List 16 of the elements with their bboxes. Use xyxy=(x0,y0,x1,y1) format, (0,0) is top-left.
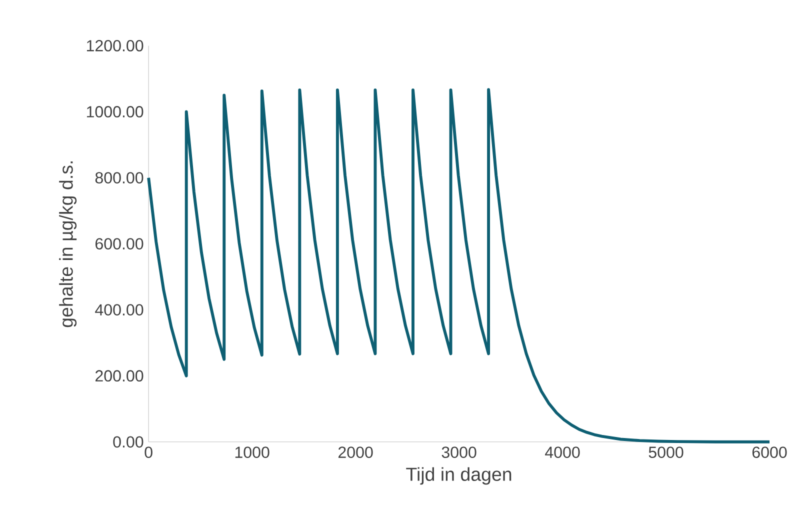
x-axis-title: Tijd in dagen xyxy=(406,467,512,485)
y-tick-label: 1000.00 xyxy=(86,106,144,118)
y-axis-title: gehalte in µg/kg d.s. xyxy=(59,162,77,328)
y-tick-label: 0.00 xyxy=(113,436,144,448)
y-tick-label: 200.00 xyxy=(96,370,144,382)
y-tick-label: 600.00 xyxy=(96,238,144,250)
x-tick-label: 5000 xyxy=(648,446,684,458)
x-tick-label: 3000 xyxy=(442,446,476,458)
x-tick-label: 4000 xyxy=(545,446,580,458)
x-tick-label: 0 xyxy=(144,446,152,458)
y-tick-label: 400.00 xyxy=(95,304,144,316)
x-tick-label: 6000 xyxy=(752,446,787,458)
y-tick-label: 800.00 xyxy=(95,172,144,184)
x-tick-label: 1000 xyxy=(235,446,270,458)
x-tick-label: 2000 xyxy=(338,446,373,458)
y-tick-label: 1200.00 xyxy=(86,40,144,52)
